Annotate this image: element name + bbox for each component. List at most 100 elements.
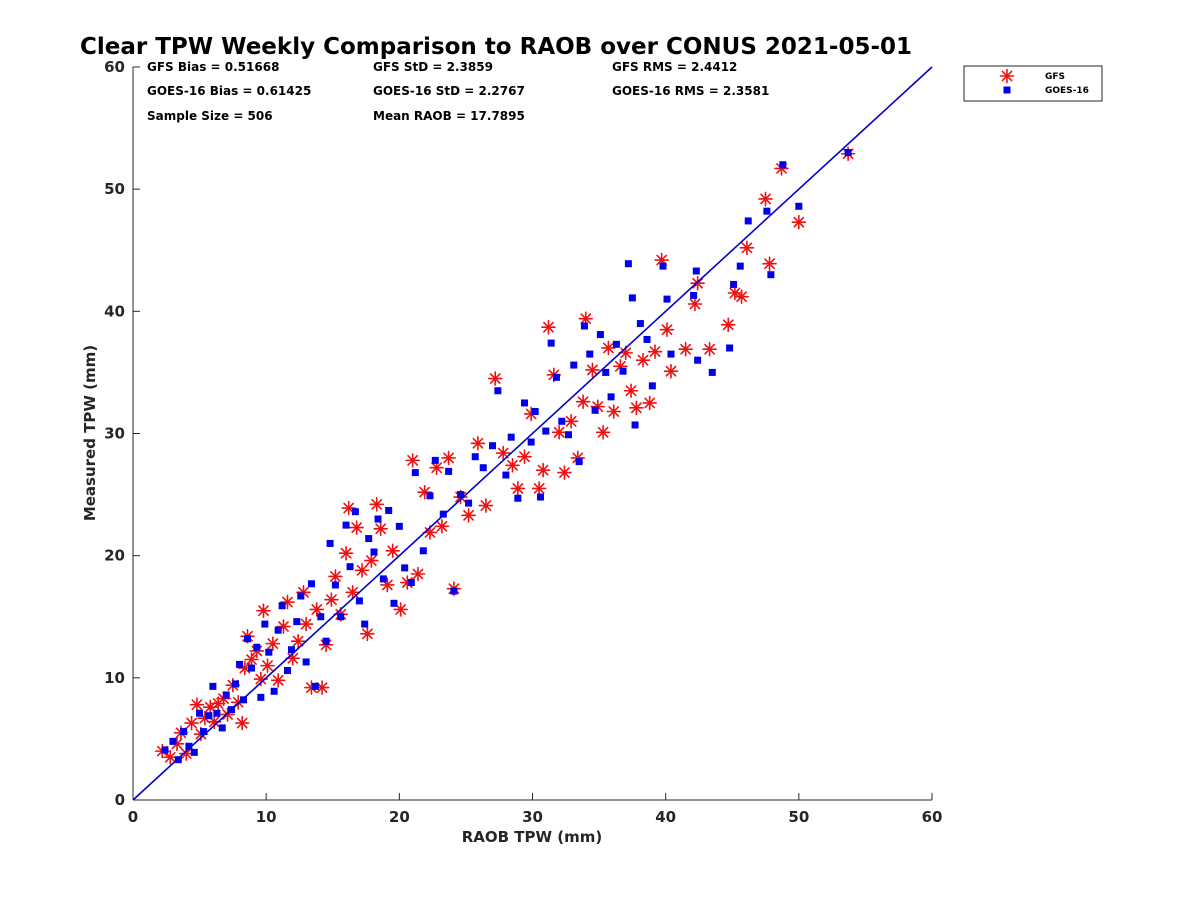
gfs-point [369, 497, 384, 512]
goes16-point [779, 161, 787, 169]
goes16-point [514, 494, 522, 502]
goes16-point [257, 693, 265, 701]
goes16-point [331, 581, 339, 589]
stat-gfs-std: GFS StD = 2.3859 [373, 60, 493, 74]
goes16-point [161, 746, 169, 754]
goes16-point [612, 340, 620, 348]
goes16-point [445, 467, 453, 475]
gfs-point [349, 520, 365, 535]
gfs-point [702, 341, 717, 357]
gfs-point [517, 449, 532, 465]
goes16-point [465, 499, 473, 507]
goes16-point [248, 664, 256, 672]
gfs-point [762, 256, 777, 271]
goes16-point [185, 742, 193, 750]
goes16-point [190, 748, 198, 756]
gfs-point [575, 394, 591, 410]
goes16-point [395, 522, 403, 530]
gfs-series [154, 146, 856, 765]
legend-gfs-label: GFS [1045, 72, 1065, 82]
stat-gfs-bias: GFS Bias = 0.51668 [147, 60, 279, 74]
gfs-point [495, 445, 511, 461]
goes16-point [385, 506, 393, 514]
goes16-point [361, 620, 369, 628]
stat-mean-raob: Mean RAOB = 17.7895 [373, 109, 525, 123]
gfs-point [690, 275, 705, 291]
gfs-point [184, 715, 199, 731]
goes16-point [365, 535, 373, 543]
goes16-point [667, 350, 675, 358]
gfs-point [642, 395, 657, 411]
goes16-point [795, 202, 803, 210]
gfs-point [270, 672, 286, 688]
gfs-point [256, 603, 271, 618]
goes16-point [607, 393, 615, 401]
legend: GFS GOES-16 [963, 65, 1103, 102]
goes16-point [767, 271, 775, 279]
gfs-point [687, 296, 703, 312]
goes16-point [479, 464, 487, 472]
goes16-point [624, 260, 632, 268]
goes16-point [426, 492, 434, 500]
y-tick-label: 30 [104, 425, 125, 443]
gfs-point [734, 289, 749, 304]
goes16-point [297, 592, 305, 600]
goes16-point [419, 547, 427, 555]
stat-goes16-std: GOES-16 StD = 2.2767 [373, 84, 525, 98]
goes16-point [631, 421, 639, 429]
gfs-point [434, 519, 450, 534]
gfs-point [629, 400, 644, 416]
y-axis-ticks: 0 10 20 30 40 50 60 [104, 58, 140, 809]
x-tick-label: 30 [522, 808, 543, 826]
goes16-point [659, 262, 667, 270]
goes16-point [293, 618, 301, 626]
goes16-point [307, 580, 315, 588]
goes16-point [602, 368, 610, 376]
goes16-point [169, 737, 177, 745]
goes16-point [244, 635, 252, 643]
gfs-point [385, 543, 400, 559]
legend-box [963, 65, 1103, 102]
goes16-point [261, 620, 269, 628]
goes16-point [552, 373, 560, 381]
goes16-point [439, 510, 447, 518]
goes16-point [708, 368, 716, 376]
goes16-point [346, 563, 354, 571]
y-tick-label: 50 [104, 180, 125, 198]
gfs-point [354, 563, 370, 578]
gfs-point [364, 553, 379, 568]
gfs-point [410, 566, 426, 582]
gfs-point [298, 616, 314, 632]
y-tick-label: 0 [115, 791, 125, 809]
gfs-point [623, 383, 639, 399]
stat-goes16-bias: GOES-16 Bias = 0.61425 [147, 84, 311, 98]
goes16-point [431, 456, 439, 464]
x-tick-label: 0 [128, 808, 138, 826]
y-tick-label: 40 [104, 302, 125, 320]
goes16-point [494, 387, 502, 395]
legend-goes16-square [1003, 86, 1011, 94]
goes16-point [218, 724, 226, 732]
goes16-point [351, 508, 359, 516]
goes16-point [489, 442, 497, 450]
goes16-point [278, 602, 286, 610]
gfs-point [470, 435, 486, 451]
goes16-point [692, 267, 700, 275]
chart-title: Clear TPW Weekly Comparison to RAOB over… [80, 34, 912, 60]
goes16-point [311, 682, 319, 690]
stat-sample-size: Sample Size = 506 [147, 109, 273, 123]
goes16-point [694, 356, 702, 364]
goes16-point [663, 295, 671, 303]
gfs-point [309, 602, 325, 617]
goes16-point [521, 399, 529, 407]
goes16-point [370, 548, 378, 556]
gfs-point [578, 311, 594, 326]
goes16-point [236, 660, 244, 668]
goes16-point [390, 599, 398, 607]
gfs-point [244, 652, 259, 667]
gfs-point [290, 633, 306, 649]
goes16-point [591, 406, 599, 414]
goes16-point [643, 335, 651, 343]
goes16-point [648, 382, 656, 390]
goes16-point [736, 262, 744, 270]
